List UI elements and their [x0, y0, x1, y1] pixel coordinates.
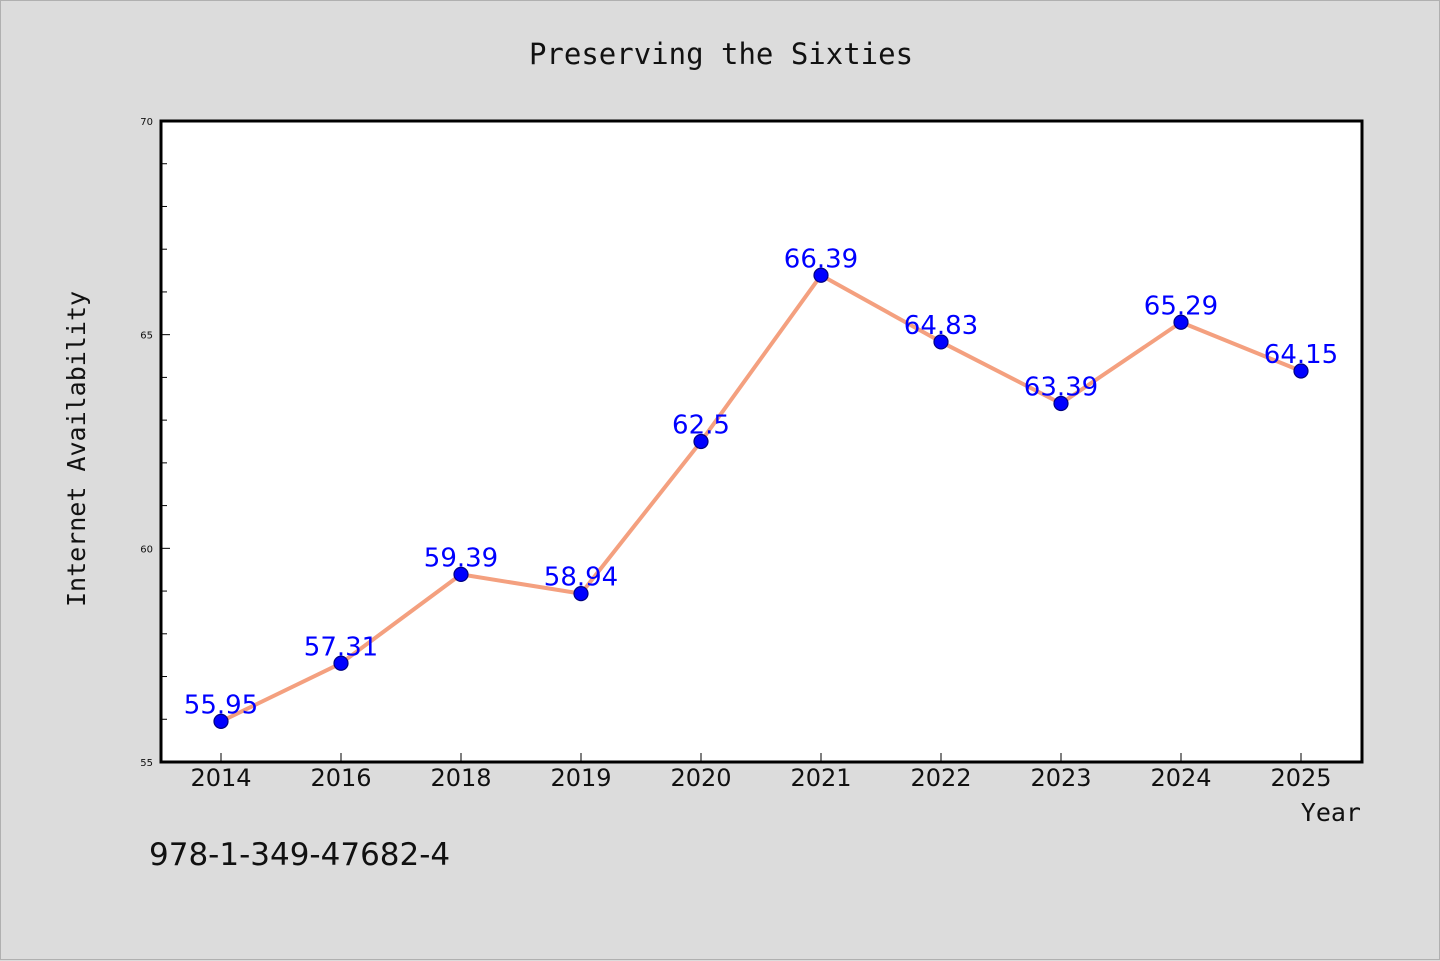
data-label: 59.39: [424, 543, 498, 573]
data-point: [213, 713, 229, 730]
y-axis: 55 60 65 70: [140, 117, 170, 769]
x-tick-label: 2014: [190, 764, 251, 792]
data-label: 65.29: [1144, 291, 1218, 321]
data-point: [1293, 363, 1309, 379]
data-point: [1053, 395, 1069, 412]
data-label: 64.15: [1264, 340, 1338, 370]
data-label: 66.39: [784, 244, 858, 274]
data-point: [333, 655, 349, 671]
x-tick-label: 2025: [1270, 764, 1331, 792]
x-tick-label: 2018: [430, 764, 491, 792]
y-axis-label: Internet Availability: [62, 291, 91, 607]
x-tick-label: 2022: [910, 764, 971, 792]
y-tick-label: 55: [140, 758, 153, 769]
data-label: 58.94: [544, 563, 618, 593]
data-label: 57.31: [304, 632, 378, 662]
x-tick-label: 2016: [310, 764, 371, 792]
data-point: [453, 566, 469, 583]
y-tick-label: 60: [140, 544, 153, 555]
data-point: [933, 334, 949, 350]
x-axis-label: Year: [1301, 798, 1361, 827]
x-tick-label: 2020: [670, 764, 731, 792]
data-label: 63.39: [1024, 372, 1098, 402]
data-label-layer: 55.95 57.31 59.39 58.94 62.5 66.39 64.83 63.39 6…: [184, 244, 1338, 720]
x-axis: 2014 2016 2018 2019 2020 2021 2022 2023 2024 2025: [190, 753, 1332, 792]
x-tick-label: 2023: [1030, 764, 1091, 792]
plot-area: [159, 119, 1364, 764]
chart-title: Preserving the Sixties: [529, 37, 913, 71]
isbn-footer: 978-1-349-47682-4: [149, 837, 450, 873]
series-line: [219, 273, 1303, 724]
x-tick-label: 2024: [1150, 764, 1211, 792]
data-point: [1173, 314, 1189, 330]
y-tick-label: 65: [140, 331, 153, 342]
data-label: 55.95: [184, 690, 258, 720]
data-label: 62.5: [672, 411, 730, 441]
series-layer: [213, 267, 1309, 730]
data-point: [813, 267, 829, 283]
x-tick-label: 2019: [550, 764, 611, 792]
y-tick-label: 70: [140, 117, 153, 128]
data-point: [693, 433, 709, 450]
data-label: 64.83: [904, 311, 978, 341]
x-tick-label: 2021: [790, 764, 851, 792]
data-point: [573, 586, 589, 602]
